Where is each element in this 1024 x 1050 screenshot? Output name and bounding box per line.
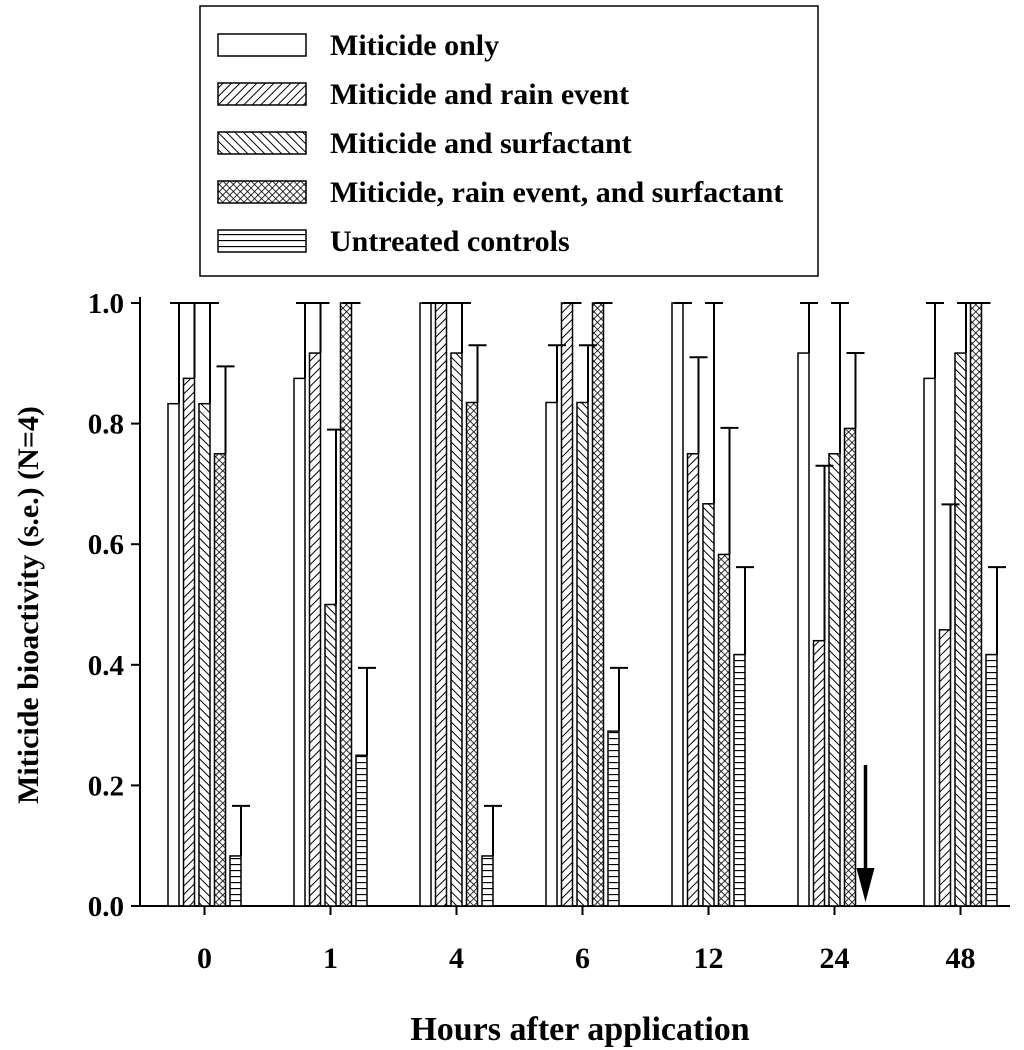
bar (182, 377, 196, 907)
x-axis-label: Hours after application (410, 1011, 749, 1048)
bar (213, 453, 227, 907)
bar (591, 302, 605, 907)
bar (545, 401, 558, 907)
bar (671, 302, 684, 907)
y-tick-label: 0.6 (88, 529, 124, 561)
x-tick-label: 0 (197, 942, 212, 975)
y-tick-label: 0.8 (88, 409, 124, 441)
bar (797, 352, 810, 907)
x-tick-label: 48 (946, 942, 976, 975)
bar (324, 603, 337, 907)
legend-label: Miticide only (330, 29, 499, 62)
bar (576, 401, 589, 907)
bar (828, 453, 841, 907)
bar (733, 653, 746, 907)
bar (465, 401, 479, 907)
bar (985, 653, 998, 907)
bar (923, 377, 936, 907)
x-tick-label: 12 (694, 942, 724, 975)
y-axis-label: Miticide bioactivity (s.e.) (N=4) (12, 406, 45, 804)
x-tick-label: 6 (575, 942, 590, 975)
axes: 0.0 0.2 0.4 0.6 0.8 1.0 0 1 4 6 12 24 48 (88, 288, 1010, 975)
bar (167, 402, 180, 907)
annotations (856, 765, 875, 902)
bar (954, 352, 967, 907)
legend-label: Miticide, rain event, and surfactant (330, 176, 783, 209)
bar (355, 754, 368, 907)
bar (812, 639, 826, 907)
bar (450, 352, 463, 907)
bar (717, 553, 731, 907)
y-tick-label: 0.2 (88, 770, 124, 802)
y-tick-label: 0.0 (88, 891, 124, 923)
bar (560, 302, 574, 907)
y-tick-label: 1.0 (88, 288, 124, 320)
bar (607, 730, 620, 907)
legend-swatch (217, 82, 307, 106)
bar (843, 427, 857, 907)
bar (481, 855, 494, 907)
legend-swatch (217, 33, 307, 57)
bar (229, 855, 242, 907)
x-tick-label: 1 (323, 942, 338, 975)
legend-label: Untreated controls (330, 225, 570, 258)
x-tick-label: 4 (449, 942, 464, 975)
legend-swatch (217, 229, 307, 253)
bar (339, 302, 353, 907)
arrow-head (856, 868, 875, 902)
bar (198, 402, 211, 907)
bar (702, 503, 715, 907)
legend-label: Miticide and surfactant (330, 127, 632, 160)
bar (434, 302, 448, 907)
legend: Miticide only Miticide and rain event Miti… (199, 5, 819, 277)
bars (167, 302, 998, 907)
legend-swatch (217, 131, 307, 155)
legend-label: Miticide and rain event (330, 78, 629, 111)
bar (938, 629, 952, 907)
bar (686, 453, 700, 907)
x-tick-label: 24 (820, 942, 850, 975)
legend-swatch (217, 180, 307, 204)
bar (969, 302, 983, 907)
y-tick-label: 0.4 (88, 650, 124, 682)
bar (419, 302, 432, 907)
error-bars (170, 302, 1006, 856)
bar (293, 377, 306, 907)
bar (308, 352, 322, 907)
